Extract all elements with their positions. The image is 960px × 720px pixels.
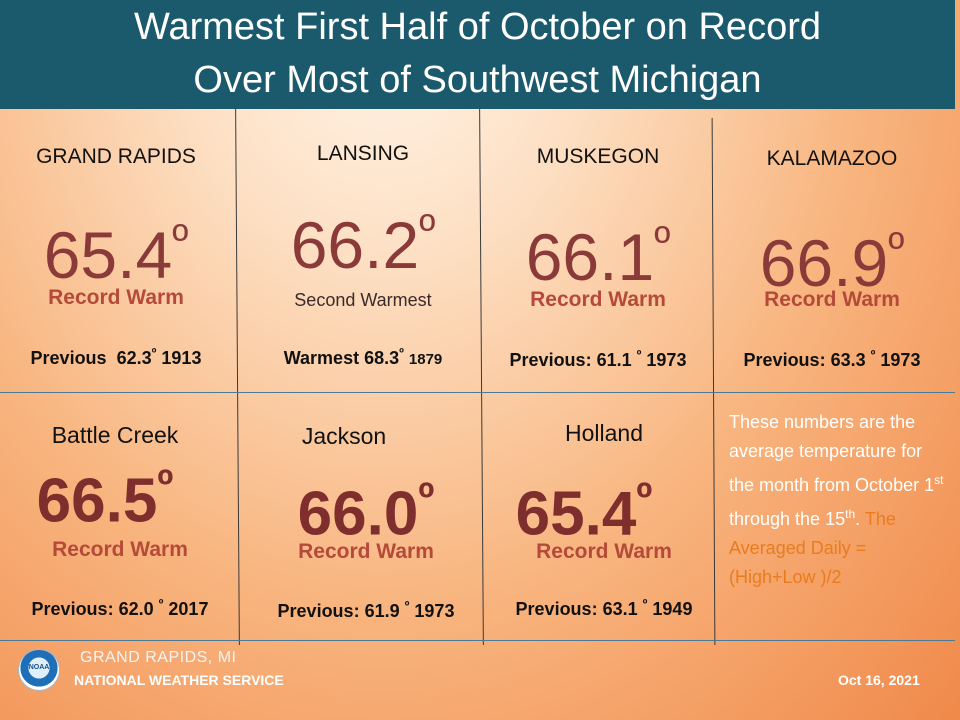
temperature: 66.9º (759, 224, 905, 300)
record-status: Record Warm (48, 286, 184, 309)
city-name: Holland (565, 420, 643, 446)
record-status: Record Warm (298, 540, 434, 563)
agency-name: NATIONAL WEATHER SERVICE (74, 672, 284, 688)
city-name: KALAMAZOO (766, 147, 898, 170)
city-name: GRAND RAPIDS (36, 145, 196, 168)
record-status: Record Warm (52, 538, 188, 561)
issue-date: Oct 16, 2021 (838, 672, 920, 688)
record-status: Record Warm (530, 288, 666, 311)
grid-divider (0, 392, 955, 393)
station-card: Jackson 66.0º Record Warm Previous: 61.9… (248, 410, 484, 690)
record-status: Record Warm (764, 288, 900, 311)
previous-record: Previous: 61.1 º 1973 (509, 347, 687, 370)
city-name: MUSKEGON (536, 145, 660, 168)
title-line-1: Warmest First Half of October on Record (133, 6, 821, 48)
office-name: GRAND RAPIDS, MI (80, 649, 237, 666)
grid-divider (0, 640, 955, 641)
previous-record: Previous: 63.3 º 1973 (743, 347, 921, 370)
previous-record: Previous: 62.0 º 2017 (31, 596, 209, 619)
city-name: LANSING (316, 142, 410, 165)
station-card: KALAMAZOO 66.9º Record Warm Previous: 63… (716, 130, 948, 410)
explanation-note: These numbers are the average temperatur… (729, 412, 944, 587)
temperature: 66.2º (290, 206, 436, 282)
previous-record: Previous 62.3º 1913 (30, 345, 202, 368)
previous-record: Previous: 61.9 º 1973 (277, 598, 455, 621)
title-banner: Warmest First Half of October on Record … (0, 0, 955, 109)
noaa-logo-icon: NOAA (19, 650, 59, 690)
temperature: 65.4º (515, 474, 653, 549)
previous-record: Warmest 68.3º 1879 (283, 345, 443, 368)
temperature: 66.0º (297, 474, 435, 549)
station-card: LANSING 66.2º Second Warmest Warmest 68.… (246, 130, 480, 410)
station-card: MUSKEGON 66.1º Record Warm Previous: 61.… (484, 130, 712, 410)
station-card: Holland 65.4º Record Warm Previous: 63.1… (490, 410, 718, 690)
city-name: Battle Creek (51, 422, 179, 448)
temperature: 66.1º (525, 218, 671, 294)
station-card: Battle Creek 66.5º Record Warm Previous:… (0, 410, 240, 690)
temperature: 66.5º (36, 461, 174, 536)
previous-record: Previous: 63.1 º 1949 (515, 596, 693, 619)
title-line-2: Over Most of Southwest Michigan (193, 59, 762, 101)
formula-text: The Averaged Daily = (High+Low )/2 (729, 509, 896, 587)
station-card: GRAND RAPIDS 65.4º Record Warm Previous … (0, 130, 232, 410)
record-status: Second Warmest (294, 290, 432, 310)
record-status: Record Warm (536, 540, 672, 563)
city-name: Jackson (301, 423, 387, 449)
temperature: 65.4º (43, 216, 189, 292)
